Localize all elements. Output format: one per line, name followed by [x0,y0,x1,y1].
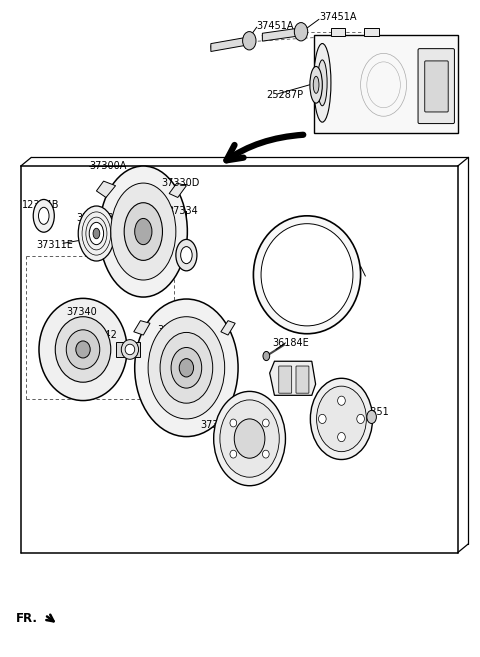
Ellipse shape [160,332,213,403]
Ellipse shape [230,419,237,427]
Ellipse shape [319,415,326,424]
Ellipse shape [314,43,331,122]
Ellipse shape [55,317,111,382]
Ellipse shape [311,378,372,459]
Ellipse shape [367,411,376,424]
Text: 37451A: 37451A [319,12,357,22]
FancyBboxPatch shape [279,366,292,393]
Polygon shape [134,321,150,335]
Text: 25287P: 25287P [266,90,303,101]
Ellipse shape [253,215,360,334]
Ellipse shape [148,317,225,419]
Text: 37342: 37342 [86,330,117,340]
Polygon shape [169,183,186,198]
Polygon shape [116,342,141,357]
Ellipse shape [124,203,162,260]
Ellipse shape [337,396,345,405]
Ellipse shape [180,246,192,263]
Ellipse shape [171,348,202,388]
Text: 37340: 37340 [67,307,97,317]
Ellipse shape [310,66,323,103]
Polygon shape [364,28,379,36]
Ellipse shape [261,223,353,326]
Ellipse shape [214,392,286,486]
Ellipse shape [111,183,176,280]
Ellipse shape [357,415,364,424]
Ellipse shape [263,450,269,458]
Polygon shape [314,35,458,133]
Polygon shape [96,181,116,198]
Ellipse shape [242,32,256,50]
Ellipse shape [176,239,197,271]
FancyBboxPatch shape [418,49,455,124]
Ellipse shape [99,166,187,297]
Text: 37370B: 37370B [201,420,239,430]
FancyBboxPatch shape [425,61,448,112]
Ellipse shape [76,341,90,358]
Ellipse shape [125,344,135,355]
Ellipse shape [337,432,345,442]
Ellipse shape [179,359,193,377]
Ellipse shape [93,228,100,238]
Text: 37300A: 37300A [89,161,127,171]
Ellipse shape [220,400,279,477]
Text: 37390B: 37390B [275,373,312,382]
Text: 37330D: 37330D [161,178,199,188]
Ellipse shape [318,60,327,106]
Text: FR.: FR. [16,612,38,625]
Ellipse shape [263,351,270,361]
Ellipse shape [230,450,237,458]
Ellipse shape [263,419,269,427]
Ellipse shape [234,419,265,458]
Text: 12314B: 12314B [22,200,60,210]
Text: 13351: 13351 [359,407,389,417]
Ellipse shape [38,208,49,224]
Polygon shape [221,321,235,335]
Text: 37334: 37334 [167,206,198,215]
Ellipse shape [89,222,104,244]
Text: 37311E: 37311E [36,240,73,250]
Ellipse shape [135,299,238,437]
Ellipse shape [317,386,366,451]
Polygon shape [331,28,345,36]
FancyBboxPatch shape [296,366,309,393]
Ellipse shape [121,340,139,359]
Ellipse shape [135,218,152,244]
Ellipse shape [66,330,100,369]
Text: 37451A: 37451A [257,21,294,31]
Ellipse shape [78,206,115,261]
Ellipse shape [33,200,54,232]
Text: 37367B: 37367B [157,325,195,335]
Text: 37321B: 37321B [76,214,114,223]
Text: 37350B: 37350B [282,238,320,248]
Ellipse shape [313,76,319,93]
Ellipse shape [294,22,308,41]
Polygon shape [270,361,316,396]
Polygon shape [263,28,300,41]
Polygon shape [211,37,249,51]
Text: 36184E: 36184E [273,338,309,348]
Ellipse shape [39,298,127,401]
